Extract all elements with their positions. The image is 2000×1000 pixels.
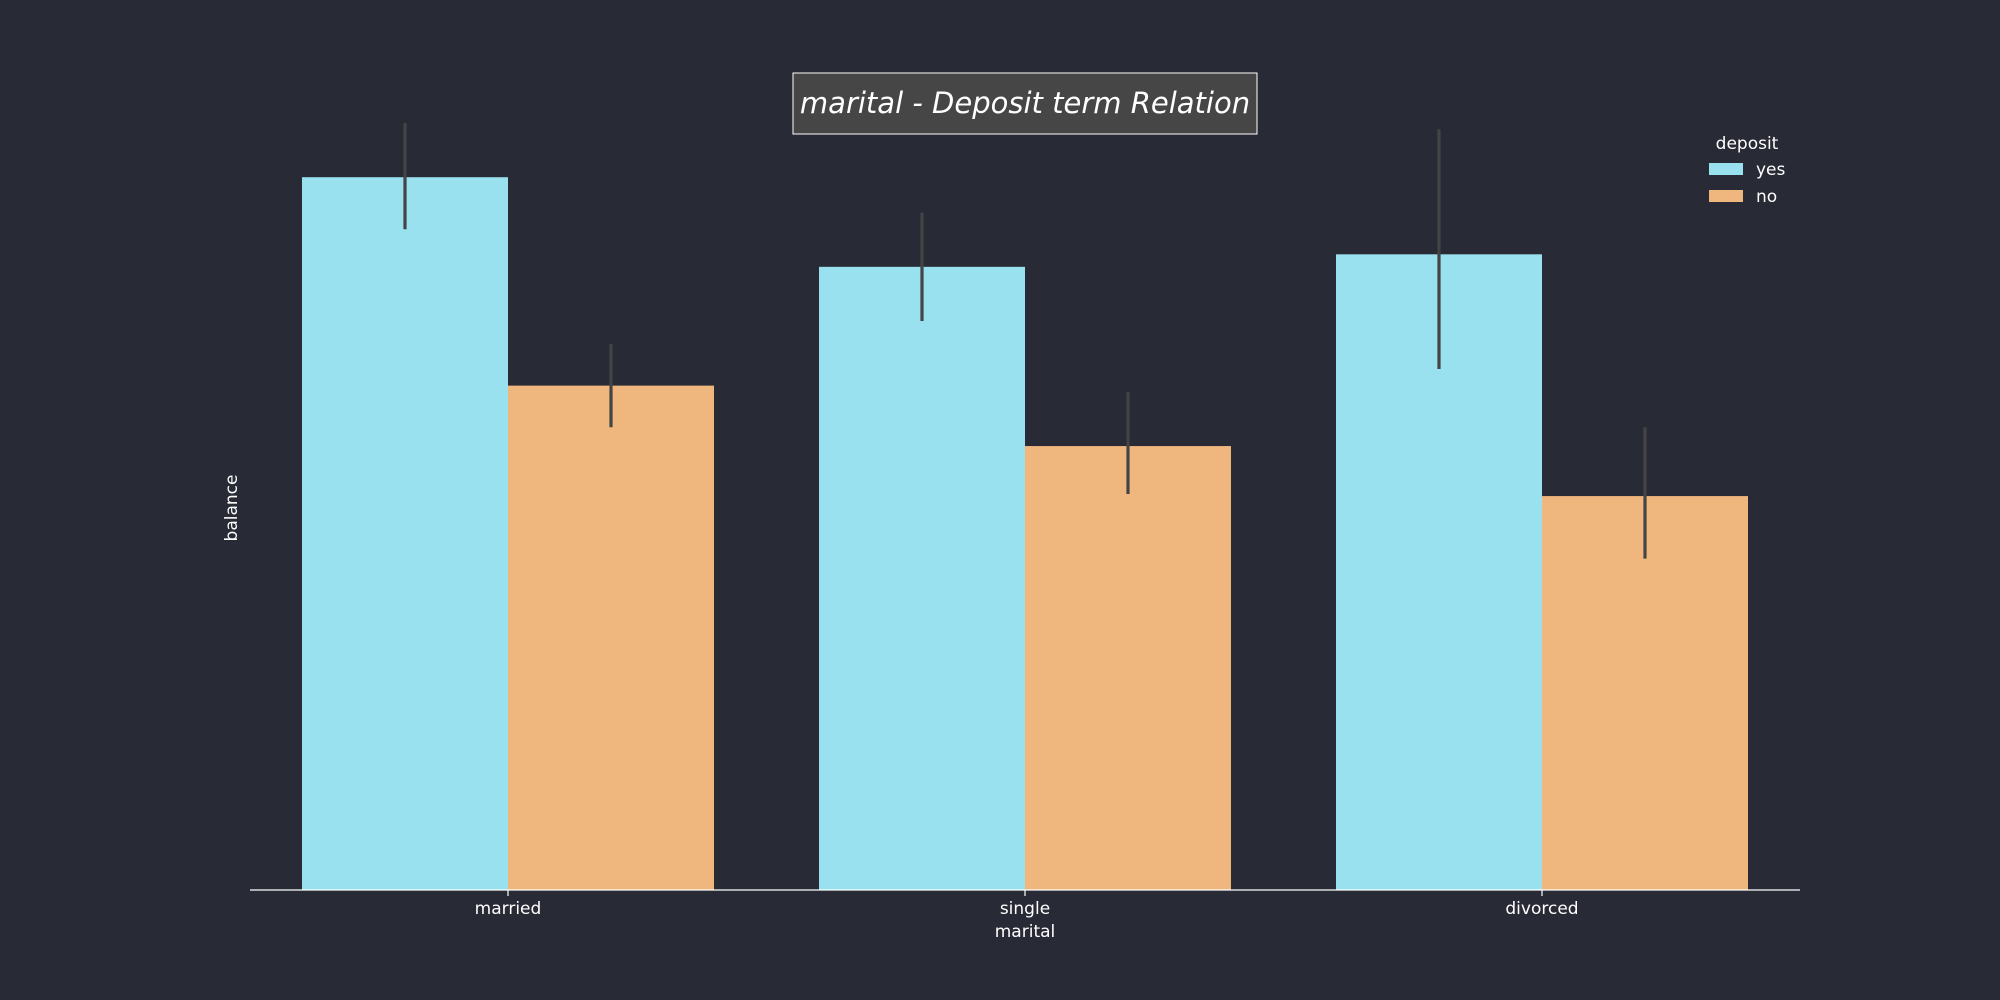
chart-title-box: marital - Deposit term Relation <box>792 72 1258 135</box>
x-tick-label-divorced: divorced <box>1505 899 1578 919</box>
bars-layer <box>302 177 1748 890</box>
bar-married-yes <box>302 177 508 890</box>
bar-married-no <box>508 385 714 890</box>
legend-label-no: no <box>1756 187 1777 207</box>
legend-title: deposit <box>1716 134 1779 154</box>
x-tick-label-single: single <box>1000 899 1050 919</box>
legend-swatch-no <box>1709 190 1743 202</box>
bar-single-yes <box>819 266 1025 890</box>
y-axis-label: balance <box>222 475 242 542</box>
x-tick-label-married: married <box>475 899 542 919</box>
legend-label-yes: yes <box>1756 160 1786 180</box>
x-ticks-layer: married single divorced <box>475 890 1579 919</box>
chart-title: marital - Deposit term Relation <box>800 86 1250 120</box>
error-bars-layer <box>403 123 1647 559</box>
legend-swatch-yes <box>1709 163 1743 175</box>
bar-single-no <box>1025 446 1231 890</box>
x-axis-label: marital <box>995 922 1056 942</box>
legend: deposit yes no <box>1709 134 1786 207</box>
chart-title-frame <box>792 72 1258 135</box>
bar-divorced-no <box>1542 496 1748 890</box>
